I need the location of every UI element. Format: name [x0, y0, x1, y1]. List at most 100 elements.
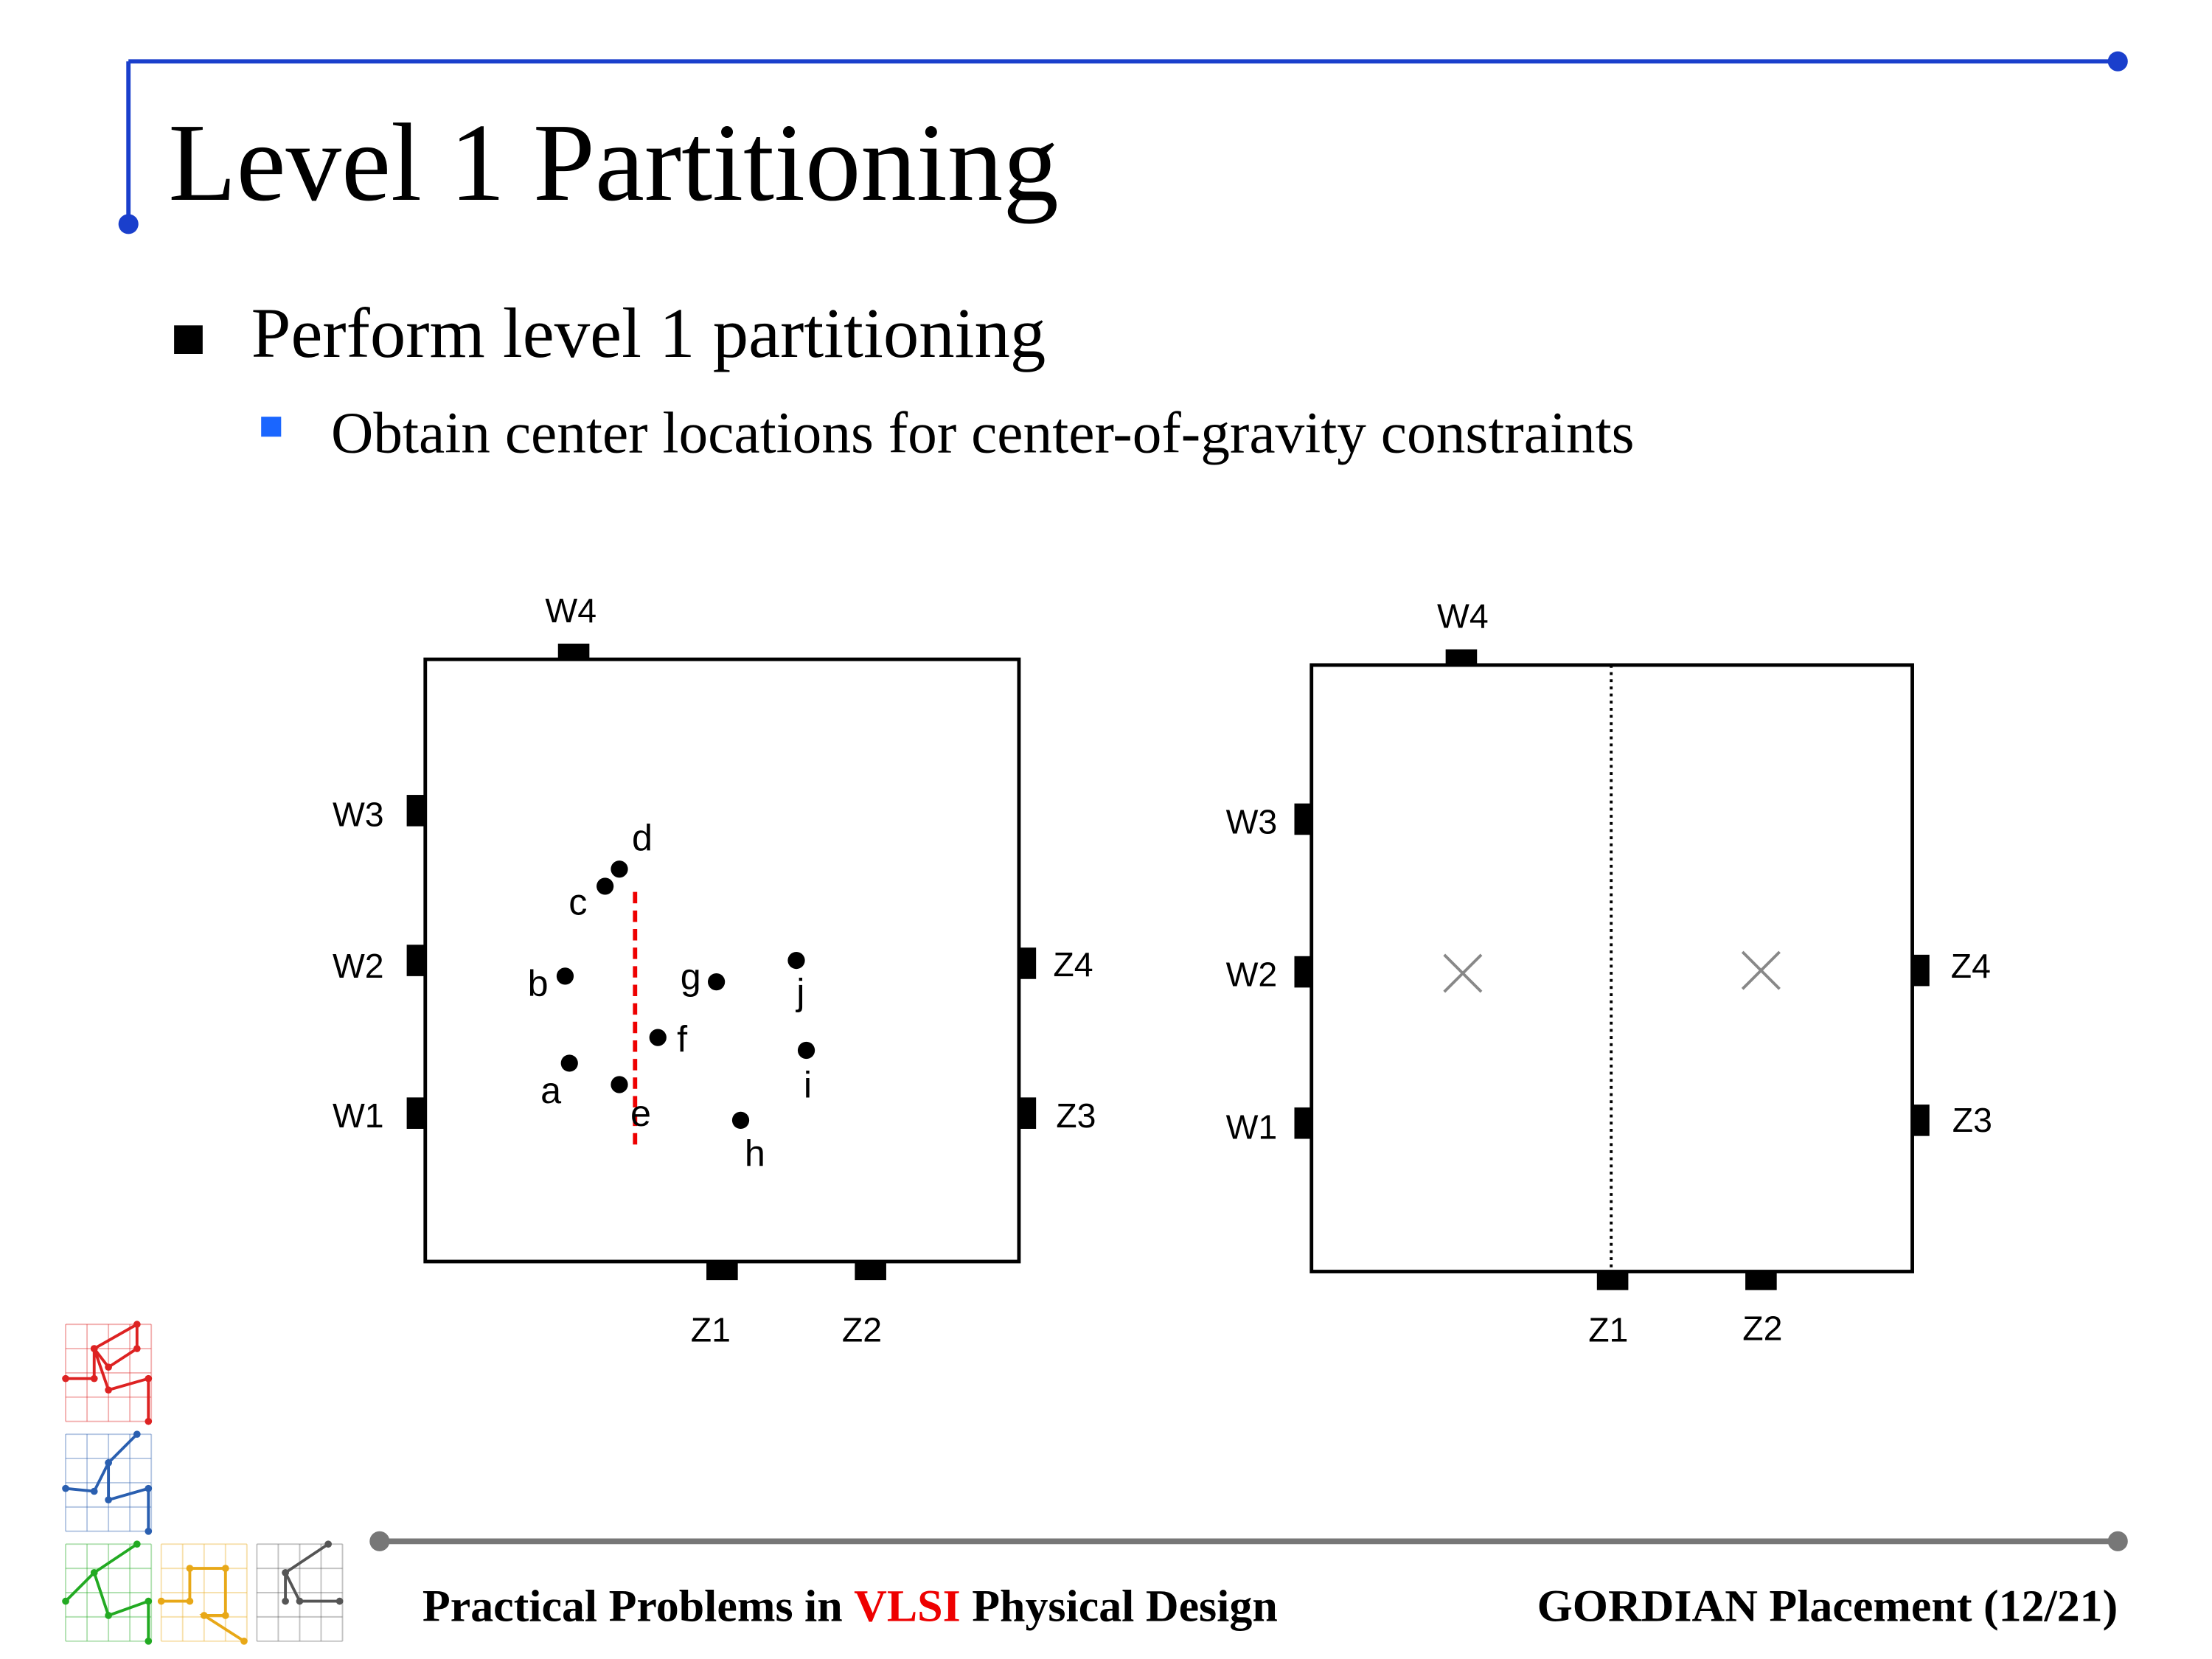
- pin-label: W2: [1226, 955, 1278, 993]
- pin: [1018, 1097, 1037, 1129]
- cell-label: d: [632, 817, 653, 859]
- logo-dot: [133, 1540, 141, 1548]
- logo: [62, 1321, 344, 1645]
- pin: [406, 795, 424, 827]
- logo-dot: [221, 1612, 229, 1619]
- pin-label: W4: [1437, 597, 1489, 636]
- logo-dot: [62, 1484, 69, 1492]
- cell: [649, 1029, 667, 1046]
- pin-label: Z2: [1742, 1309, 1782, 1347]
- pin-label: Z2: [842, 1310, 882, 1349]
- logo-path: [65, 1433, 150, 1531]
- cell-label: h: [745, 1132, 765, 1174]
- logo-dot: [133, 1321, 141, 1328]
- rule-dot: [2107, 51, 2128, 72]
- rule-dot: [118, 214, 139, 234]
- pin: [1912, 1105, 1930, 1136]
- logo-dot: [105, 1612, 112, 1619]
- cell-label: i: [804, 1063, 812, 1105]
- cell-label: g: [681, 955, 701, 997]
- logo-dot: [282, 1597, 289, 1605]
- pin-label: Z4: [1951, 947, 1991, 985]
- logo-dot: [221, 1565, 229, 1572]
- pin: [855, 1262, 886, 1281]
- bullet-text: Perform level 1 partitioning: [251, 293, 1046, 372]
- center-marker: [1443, 950, 1781, 993]
- logo-dot: [133, 1345, 141, 1352]
- pin-label: Z4: [1053, 945, 1093, 984]
- pin: [1018, 947, 1037, 979]
- cell: [797, 1041, 815, 1060]
- bullet-marker: [174, 325, 203, 354]
- cell-label: c: [568, 881, 587, 923]
- logo-dot: [282, 1569, 289, 1576]
- cell-label: e: [630, 1092, 651, 1134]
- pin-label: Z3: [1056, 1096, 1096, 1135]
- rule-dot: [2107, 1531, 2128, 1551]
- pin: [406, 945, 424, 976]
- pin: [1445, 649, 1478, 667]
- cell-label: a: [540, 1069, 561, 1111]
- pin: [1912, 954, 1930, 987]
- sub-bullet-text: Obtain center locations for center-of-gr…: [331, 401, 1635, 466]
- pin: [706, 1262, 738, 1281]
- logo-dot: [145, 1484, 153, 1492]
- pin: [1745, 1273, 1777, 1290]
- pin-label: W3: [1226, 802, 1278, 841]
- logo-dot: [296, 1597, 304, 1605]
- logo-dot: [186, 1565, 194, 1572]
- footer-right: GORDIAN Placement (12/21): [1537, 1582, 2118, 1632]
- footer-text: Practical Problems in: [422, 1582, 854, 1632]
- slide-title: Level 1 Partitioning: [168, 100, 1058, 224]
- logo-dot: [90, 1374, 98, 1382]
- logo-dot: [105, 1386, 112, 1394]
- logo-dot: [62, 1374, 69, 1382]
- pin-label: Z1: [691, 1310, 731, 1349]
- footer-highlight: VLSI: [854, 1582, 961, 1632]
- logo-dot: [200, 1612, 208, 1619]
- logo-path: [66, 1321, 150, 1422]
- logo-dot: [186, 1597, 194, 1605]
- footer-left: Practical Problems in VLSI Physical Desi…: [422, 1582, 1278, 1632]
- logo-dot: [240, 1637, 248, 1645]
- pin-label: W2: [333, 947, 384, 985]
- logo-dot: [145, 1637, 153, 1645]
- pin: [1294, 1107, 1312, 1139]
- logo-dot: [105, 1363, 112, 1371]
- pin-label: W4: [545, 591, 597, 630]
- cell: [597, 877, 614, 895]
- logo-dot: [105, 1496, 112, 1504]
- logo-dot: [335, 1597, 344, 1605]
- logo-dot: [157, 1597, 165, 1605]
- pin-label: Z1: [1588, 1310, 1628, 1349]
- pin-label: Z3: [1952, 1101, 1992, 1139]
- cell: [556, 967, 574, 985]
- logo-path: [283, 1543, 340, 1603]
- logo-dot: [133, 1430, 141, 1438]
- pin: [557, 643, 590, 661]
- cell: [560, 1054, 578, 1072]
- cell: [708, 973, 726, 991]
- pin: [1596, 1273, 1629, 1290]
- logo-dot: [90, 1569, 98, 1576]
- cell: [611, 1076, 628, 1093]
- logo-dot: [145, 1374, 153, 1382]
- logo-dot: [324, 1540, 332, 1548]
- pin-label: W1: [333, 1096, 384, 1135]
- cell: [731, 1111, 750, 1129]
- logo-path: [161, 1567, 246, 1643]
- logo-dot: [90, 1487, 98, 1495]
- logo-dot: [145, 1597, 153, 1605]
- sub-bullet-marker: [261, 417, 282, 437]
- cell: [611, 860, 628, 878]
- footer-text: Physical Design: [961, 1582, 1278, 1632]
- rule-dot: [369, 1531, 390, 1551]
- cell-label: j: [795, 971, 804, 1013]
- pin: [406, 1097, 424, 1129]
- cell: [787, 951, 805, 970]
- logo-dot: [145, 1417, 153, 1425]
- logo-dot: [145, 1527, 153, 1535]
- pin-label: W3: [333, 796, 384, 834]
